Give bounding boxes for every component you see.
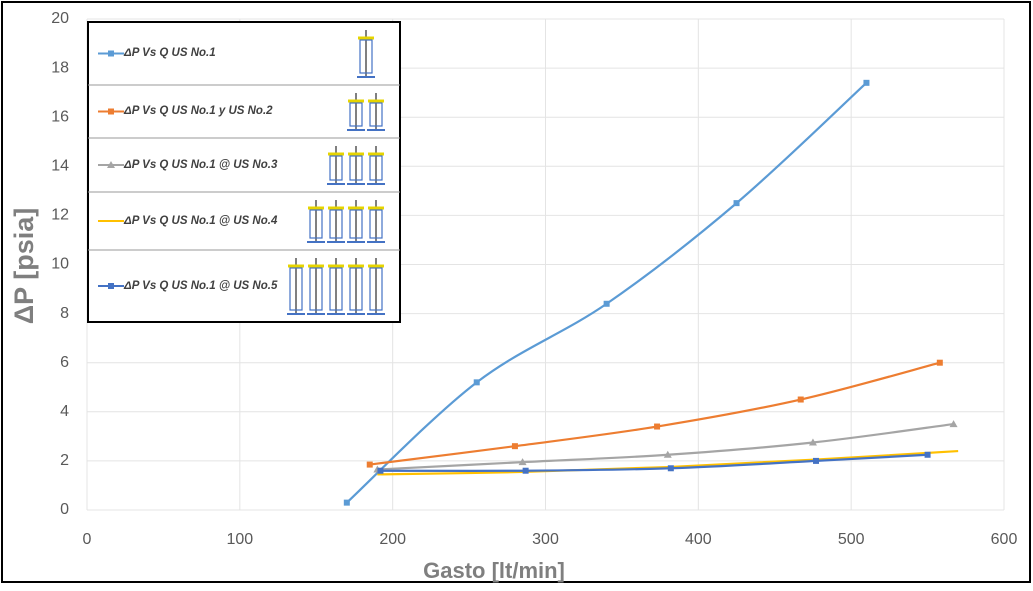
y-tick-label: 18 [51, 59, 69, 76]
marker [473, 379, 480, 386]
x-tick-label: 100 [226, 531, 253, 548]
legend-label: ΔP Vs Q US No.1 @ US No.5 [124, 279, 278, 292]
icon [369, 209, 383, 239]
marker [108, 108, 114, 115]
x-tick-label: 400 [685, 531, 712, 548]
legend-label: ΔP Vs Q US No.1 y US No.2 [124, 105, 273, 117]
marker [924, 451, 931, 458]
marker [377, 467, 384, 474]
icon [349, 267, 363, 311]
x-tick-label: 0 [83, 531, 92, 548]
marker [511, 443, 518, 450]
y-tick-label: 2 [60, 452, 69, 469]
icon [349, 155, 363, 181]
legend-label: ΔP Vs Q US No.1 [124, 47, 216, 59]
marker [522, 467, 529, 474]
icon [329, 155, 343, 181]
y-tick-label: 8 [60, 305, 69, 322]
marker [603, 300, 610, 307]
series-line [369, 361, 941, 466]
marker [343, 499, 350, 506]
icon [309, 267, 323, 311]
icon [349, 209, 363, 239]
y-tick-label: 0 [60, 501, 69, 518]
y-tick-label: 6 [60, 354, 69, 371]
y-tick-label: 10 [51, 256, 69, 273]
marker [949, 420, 958, 428]
series-line [377, 422, 954, 471]
marker [366, 461, 373, 468]
y-tick-label: 14 [51, 158, 69, 175]
icon [329, 209, 343, 239]
legend-label: ΔP Vs Q US No.1 @ US No.3 [124, 158, 278, 171]
y-tick-label: 20 [51, 10, 69, 27]
marker [936, 359, 943, 366]
marker [813, 457, 820, 464]
marker [108, 50, 114, 57]
y-tick-label: 12 [51, 207, 69, 224]
x-tick-label: 600 [991, 531, 1018, 548]
marker [108, 283, 114, 289]
icon [359, 39, 373, 74]
icon [369, 102, 383, 127]
marker [667, 465, 674, 472]
legend-label: ΔP Vs Q US No.1 @ US No.4 [124, 214, 278, 227]
marker [518, 458, 527, 466]
legend [87, 21, 401, 323]
x-axis-title: Gasto [lt/min] [423, 558, 565, 583]
series-line [346, 82, 868, 504]
x-tick-label: 500 [838, 531, 865, 548]
y-tick-label: 4 [60, 403, 69, 420]
y-axis-title: ΔP [psia] [9, 208, 39, 324]
icon [289, 267, 303, 311]
marker [663, 450, 672, 458]
y-tick-label: 16 [51, 108, 69, 125]
marker [107, 161, 115, 168]
icon [349, 102, 363, 127]
marker [733, 200, 740, 207]
legend-box [87, 21, 401, 323]
marker [654, 423, 661, 430]
icon [309, 209, 323, 239]
marker [808, 438, 817, 446]
marker [797, 396, 804, 403]
icon [369, 155, 383, 181]
series-line [377, 449, 959, 476]
x-tick-label: 200 [379, 531, 406, 548]
marker [863, 79, 870, 86]
x-tick-label: 300 [532, 531, 559, 548]
icon [369, 267, 383, 311]
icon [329, 267, 343, 311]
